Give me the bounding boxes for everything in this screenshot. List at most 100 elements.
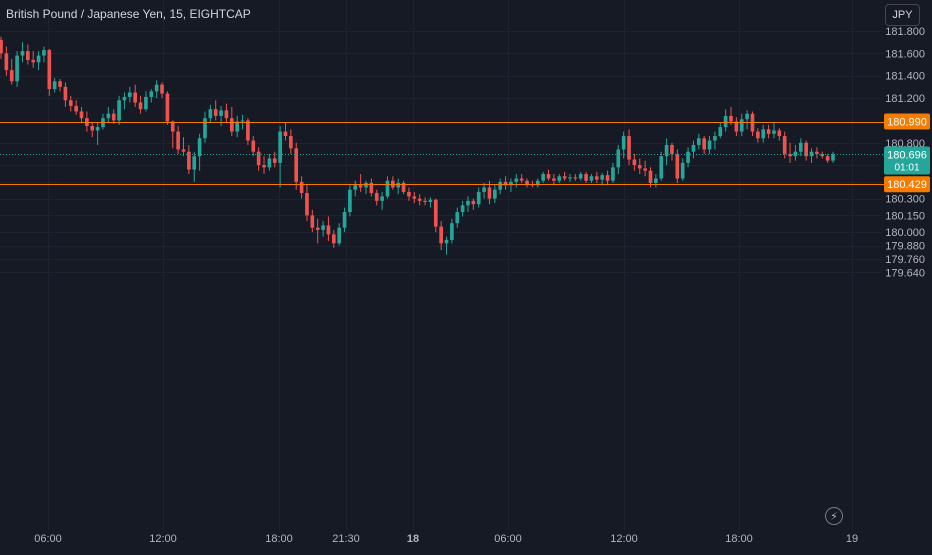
candle: [36, 51, 41, 71]
candle: [128, 86, 132, 103]
candle: [777, 128, 782, 141]
candle: [632, 153, 637, 171]
candle-body: [466, 200, 470, 206]
candle-body: [374, 193, 379, 201]
candle: [149, 89, 154, 103]
level-badge-box: [884, 176, 930, 193]
candle: [680, 158, 685, 181]
candle-body: [95, 127, 100, 131]
candle-body: [637, 165, 642, 169]
candle-body: [455, 212, 460, 224]
candle: [192, 151, 197, 182]
candle: [58, 79, 62, 92]
candle-body: [289, 136, 293, 149]
candle: [160, 82, 164, 99]
currency-button[interactable]: JPY: [885, 4, 920, 26]
candle-body: [160, 84, 164, 94]
candle-body: [450, 223, 454, 240]
candle-body: [262, 165, 266, 168]
candle: [756, 128, 760, 143]
candle: [407, 187, 411, 201]
candle-body: [192, 156, 197, 170]
candle: [696, 133, 701, 150]
candle-body: [476, 191, 481, 205]
candle-body: [337, 227, 341, 244]
candle-body: [809, 151, 814, 157]
candle: [401, 180, 406, 195]
horizontal-levels[interactable]: [0, 122, 884, 185]
candle-body: [793, 151, 798, 157]
candle: [187, 144, 191, 175]
candle-body: [621, 136, 626, 150]
candle-body: [788, 153, 792, 157]
candle: [493, 185, 497, 204]
candle-body: [417, 198, 422, 201]
candle-body: [498, 181, 503, 190]
candle: [208, 104, 213, 123]
time-tick-label: 18:00: [725, 533, 753, 545]
candle: [809, 148, 814, 163]
candle-body: [256, 151, 261, 166]
candle-body: [562, 176, 567, 179]
candle-body: [696, 138, 701, 145]
candle: [197, 133, 202, 171]
candle: [111, 109, 116, 124]
candle: [643, 160, 647, 177]
candle: [63, 82, 68, 107]
candle: [654, 174, 658, 188]
time-tick-label: 06:00: [34, 533, 62, 545]
candle: [707, 136, 712, 154]
candle: [798, 138, 803, 157]
candle: [718, 122, 723, 139]
candle: [637, 158, 642, 175]
candle-body: [654, 178, 658, 183]
candle-body: [144, 96, 148, 110]
candle: [154, 80, 159, 99]
candle-body: [734, 121, 739, 132]
time-axis[interactable]: 06:00 12:00 18:00 21:30 18 06:00 12:00 18:00 19: [34, 533, 858, 545]
candle-body: [680, 162, 685, 179]
candle-body: [315, 227, 320, 230]
candle: [815, 147, 819, 159]
candle: [788, 142, 792, 163]
price-tick-label: 181.200: [885, 93, 925, 105]
candle-body: [128, 92, 132, 97]
candle: [52, 77, 57, 93]
candle: [42, 46, 46, 63]
candle-body: [460, 205, 465, 213]
candle: [589, 174, 594, 183]
candle: [525, 178, 529, 188]
candle-body: [278, 131, 282, 163]
candle-body: [616, 149, 621, 168]
price-tick-label: 179.760: [885, 254, 925, 266]
candle-body: [761, 129, 766, 139]
candle-body: [444, 239, 449, 244]
lightning-bolt-icon[interactable]: ⚡︎: [825, 507, 843, 525]
candle: [256, 147, 261, 171]
candle-body: [251, 140, 256, 152]
candle: [552, 174, 556, 186]
candle-body: [541, 174, 545, 181]
candle-body: [702, 138, 706, 150]
candle-body: [74, 105, 78, 112]
candle: [213, 100, 218, 121]
candle-body: [235, 121, 240, 132]
price-tick-label: 180.150: [885, 210, 925, 222]
candle-body: [208, 109, 213, 119]
candle-body: [729, 115, 733, 122]
candle-body: [47, 49, 52, 90]
candle-body: [552, 178, 556, 181]
candle: [47, 48, 52, 96]
candle: [444, 236, 449, 255]
candle: [380, 191, 384, 210]
candle-body: [831, 153, 835, 161]
candle: [117, 95, 121, 125]
candle: [369, 178, 374, 197]
candle: [723, 109, 728, 132]
candle: [702, 136, 706, 154]
candle: [466, 196, 470, 213]
candle-body: [111, 113, 116, 121]
